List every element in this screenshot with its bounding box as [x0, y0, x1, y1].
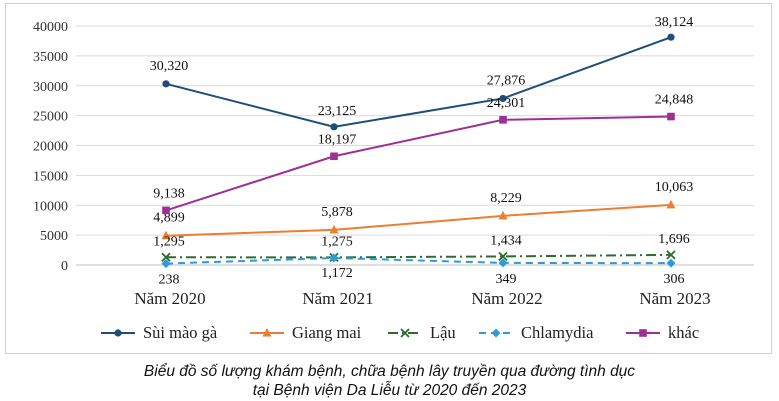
data-point [329, 224, 339, 234]
data-label: 30,320 [150, 59, 189, 74]
data-label: 1,696 [658, 232, 690, 247]
series-line [165, 203, 672, 237]
data-label: 238 [159, 273, 180, 288]
data-point [666, 258, 676, 268]
data-label: 10,063 [655, 180, 694, 195]
data-label: 1,295 [153, 234, 185, 249]
data-label: 18,197 [318, 132, 357, 147]
data-label: 1,434 [490, 233, 522, 248]
data-point [498, 258, 508, 268]
data-point [162, 80, 170, 88]
data-point [666, 199, 676, 209]
data-point [667, 33, 675, 41]
series-line [165, 253, 672, 259]
chart-caption-line-1: Biểu đồ số lượng khám bệnh, chữa bệnh lâ… [143, 363, 636, 380]
data-label: 8,229 [490, 191, 522, 206]
legend-marker [262, 328, 272, 337]
data-point [498, 210, 508, 220]
data-point [667, 112, 675, 121]
data-label: 38,124 [655, 15, 694, 30]
series-line [165, 36, 672, 128]
y-tick-label: 30000 [33, 80, 68, 95]
data-point [330, 152, 338, 161]
line-chart: 0 5000 10000 15000 20000 25000 30000 35000 40000… [33, 15, 754, 342]
y-tick-label: 20000 [33, 140, 68, 155]
y-tick-label: 15000 [33, 169, 68, 184]
x-tick-label: Năm 2022 [471, 289, 542, 308]
chart-container: 0 5000 10000 15000 20000 25000 30000 35000 40000… [5, 3, 772, 354]
data-point [666, 250, 676, 260]
data-point [499, 116, 507, 124]
data-point [161, 230, 171, 240]
legend-marker [491, 328, 501, 338]
y-tick-label: 5000 [40, 229, 68, 244]
data-label: 306 [664, 272, 685, 287]
data-label: 4,899 [153, 211, 185, 226]
x-tick-label: Năm 2021 [302, 289, 373, 308]
data-label: 1,275 [321, 234, 353, 249]
data-point [162, 206, 170, 215]
data-label: 5,878 [321, 205, 353, 220]
data-label: 24,848 [655, 93, 694, 108]
data-point [329, 253, 339, 263]
data-label: 27,876 [487, 73, 526, 88]
legend-marker [400, 328, 410, 338]
legend-entry: khác [668, 323, 699, 342]
data-point [330, 123, 338, 131]
legend-entry: Chlamydia [521, 323, 594, 342]
data-label: 9,138 [153, 186, 185, 201]
y-tick-label: 40000 [33, 20, 68, 35]
legend-marker [639, 329, 647, 337]
data-label: 349 [496, 272, 517, 287]
data-point [161, 259, 171, 269]
series-line [165, 115, 672, 212]
data-label: 24,301 [487, 96, 526, 111]
data-point [499, 94, 507, 103]
data-point [498, 251, 508, 262]
legend-entry: Sùi mào gà [143, 323, 218, 342]
y-tick-label: 25000 [33, 110, 68, 125]
data-point [161, 252, 171, 262]
data-label: 1,172 [321, 266, 353, 281]
series-line [165, 256, 672, 265]
data-label: 23,125 [318, 104, 357, 119]
y-tick-label: 0 [61, 259, 68, 274]
x-tick-label: Năm 2020 [134, 289, 205, 308]
legend-marker [114, 329, 122, 337]
y-tick-label: 10000 [33, 199, 68, 214]
legend-entry: Giang mai [292, 323, 362, 342]
legend-entry: Lậu [430, 323, 456, 342]
x-tick-label: Năm 2023 [639, 289, 710, 308]
chart-caption-line-2: tại Bệnh viện Da Liễu từ 2020 đến 2023 [252, 382, 527, 399]
y-tick-label: 35000 [33, 50, 68, 65]
